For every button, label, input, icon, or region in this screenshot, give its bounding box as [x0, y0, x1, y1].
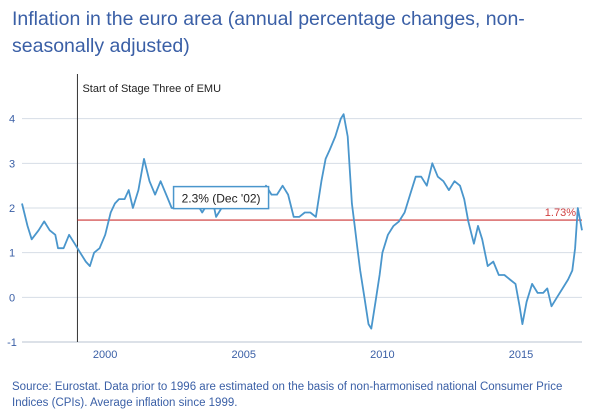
x-tick-label: 2010: [370, 349, 394, 361]
chart-title: Inflation in the euro area (annual perce…: [12, 8, 525, 57]
y-tick-label: 0: [9, 292, 15, 304]
data-tooltip: 2.3% (Dec '02): [172, 185, 270, 210]
grid-lines: [22, 118, 582, 343]
y-tick-label: 4: [9, 114, 15, 126]
y-axis-ticks: -1 0 1 2 3 4: [7, 114, 17, 349]
tooltip-text: 2.3% (Dec '02): [182, 192, 261, 206]
event-label: Start of Stage Three of EMU: [82, 83, 221, 95]
y-tick-label: -1: [7, 337, 17, 349]
y-tick-label: 1: [9, 248, 15, 260]
x-tick-label: 2000: [93, 349, 117, 361]
x-tick-label: 2005: [232, 349, 256, 361]
tooltip-box: [172, 185, 270, 210]
line-chart: -1 0 1 2 3 4 2000 2005 2010 2015 Start of Stage …: [7, 74, 583, 361]
average-label: 1.73%: [545, 207, 576, 219]
source-note: Source: Eurostat. Data prior to 1996 are…: [12, 381, 563, 409]
x-axis-ticks: 2000 2005 2010 2015: [93, 349, 533, 361]
x-tick-label: 2015: [509, 349, 533, 361]
y-tick-label: 3: [9, 158, 15, 170]
chart-area: -1 0 1 2 3 4 2000 2005 2010 2015 Start of Stage …: [0, 72, 600, 384]
y-tick-label: 2: [9, 203, 15, 215]
inflation-series-line: [21, 113, 583, 330]
